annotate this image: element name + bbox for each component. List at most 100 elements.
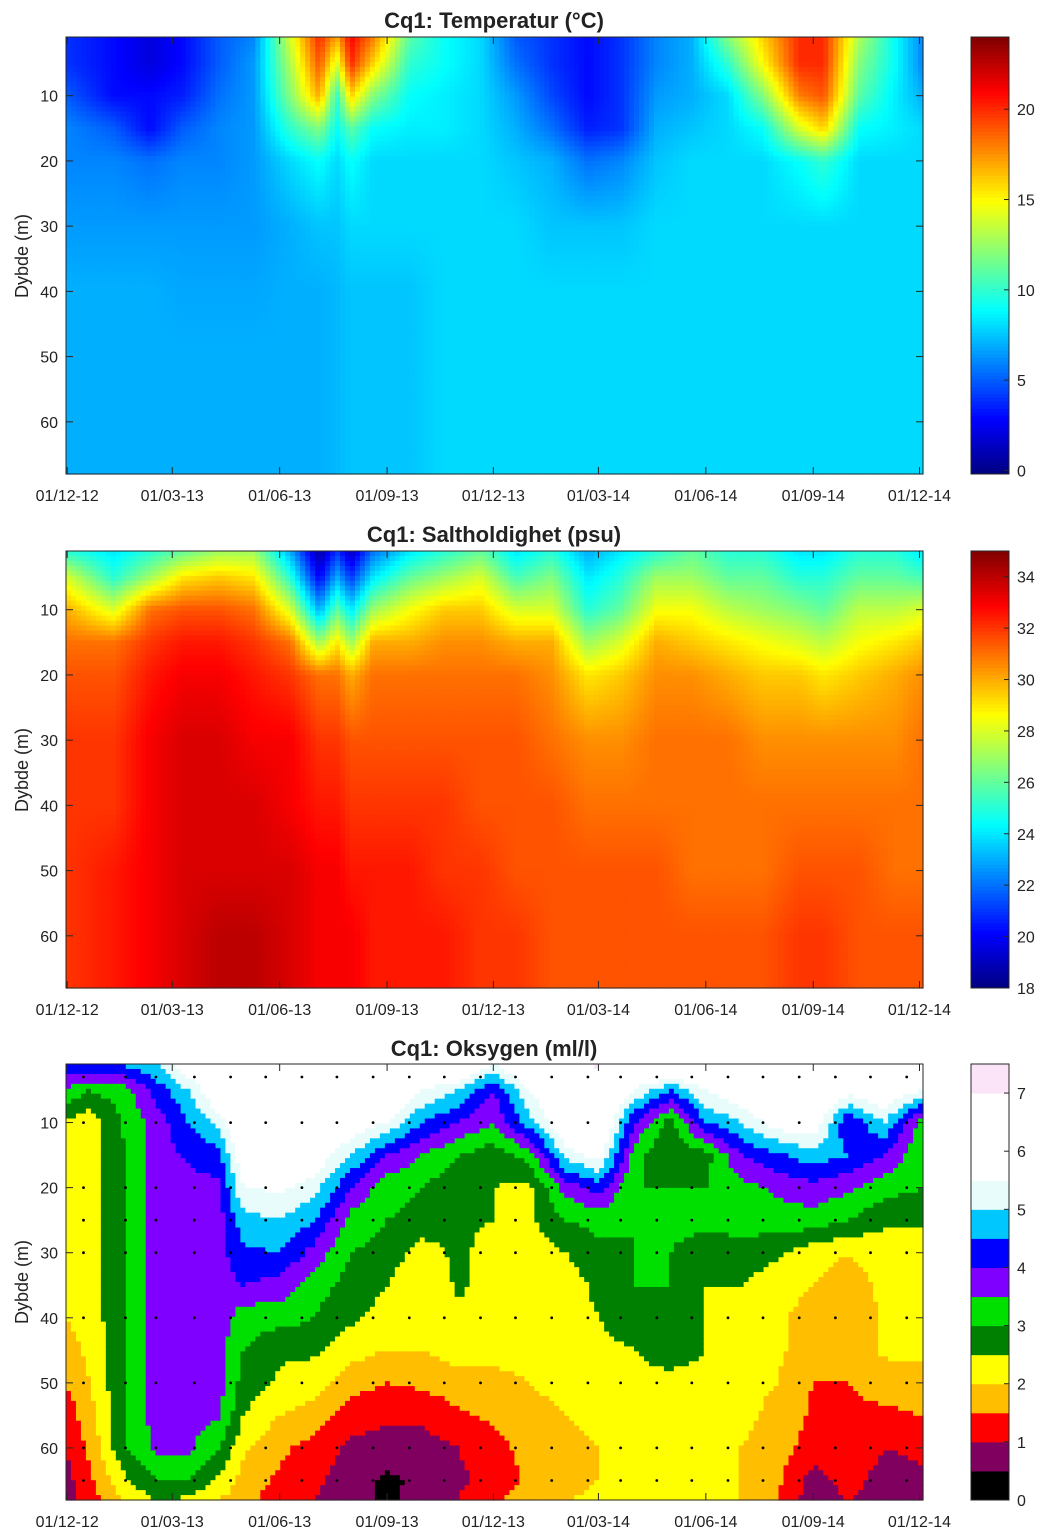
heatmap-cell [156,77,162,83]
heatmap-cell [106,211,112,217]
heatmap-cell [186,464,192,470]
heatmap-cell [106,42,112,48]
heatmap-cell [141,260,147,266]
heatmap-cell [210,47,216,53]
heatmap-cell [171,275,177,281]
heatmap-cell [181,236,187,242]
heatmap-cell [96,419,102,425]
heatmap-cell [136,102,142,108]
heatmap-cell [126,320,132,326]
heatmap-cell [166,241,172,247]
heatmap-cell [171,330,177,336]
heatmap-cell [136,52,142,58]
heatmap-cell [230,340,236,346]
heatmap-cell [215,57,221,63]
heatmap-cell [96,260,102,266]
heatmap-cell [146,256,152,262]
heatmap-cell [161,305,167,311]
heatmap-cell [225,186,231,192]
heatmap-cell [111,191,117,197]
heatmap-cell [141,126,147,132]
heatmap-cell [176,102,182,108]
heatmap-cell [215,434,221,440]
heatmap-cell [81,260,87,266]
heatmap-cell [191,310,197,316]
heatmap-cell [176,320,182,326]
heatmap-cell [81,315,87,321]
heatmap-cell [201,459,207,465]
heatmap-cell [176,67,182,73]
heatmap-cell [225,161,231,167]
heatmap-cell [101,92,107,98]
heatmap-cell [215,161,221,167]
heatmap-cell [71,400,77,406]
heatmap-cell [111,444,117,450]
heatmap-cell [126,305,132,311]
heatmap-cell [81,52,87,58]
heatmap-cell [101,380,107,386]
heatmap-cell [121,375,127,381]
heatmap-cell [161,82,167,88]
heatmap-cell [91,270,97,276]
heatmap-cell [196,419,202,425]
heatmap-cell [196,201,202,207]
heatmap-cell [176,270,182,276]
heatmap-cell [146,454,152,460]
heatmap-cell [201,390,207,396]
heatmap-cell [146,231,152,237]
heatmap-cell [196,404,202,410]
heatmap-cell [171,206,177,212]
heatmap-cell [186,181,192,187]
heatmap-cell [201,181,207,187]
heatmap-cell [225,434,231,440]
heatmap-cell [191,141,197,147]
heatmap-cell [96,231,102,237]
heatmap-cell [191,360,197,366]
heatmap-cell [156,52,162,58]
heatmap-cell [131,370,137,376]
heatmap-cell [215,454,221,460]
heatmap-cell [131,57,137,63]
heatmap-cell [101,355,107,361]
heatmap-cell [156,350,162,356]
heatmap-cell [151,335,157,341]
heatmap-cell [91,77,97,83]
heatmap-cell [156,57,162,63]
heatmap-cell [101,285,107,291]
heatmap-cell [171,37,177,43]
heatmap-cell [141,370,147,376]
heatmap-cell [210,236,216,242]
heatmap-cell [220,444,226,450]
heatmap-cell [126,62,132,68]
heatmap-cell [96,57,102,63]
heatmap-cell [76,320,82,326]
heatmap-cell [146,146,152,152]
heatmap-cell [171,156,177,162]
heatmap-cell [116,449,122,455]
heatmap-cell [210,280,216,286]
heatmap-cell [86,77,92,83]
heatmap-cell [206,325,212,331]
heatmap-cell [71,246,77,252]
heatmap-cell [96,82,102,88]
heatmap-cell [116,315,122,321]
heatmap-cell [161,429,167,435]
heatmap-cell [116,305,122,311]
heatmap-cell [96,146,102,152]
heatmap-cell [86,355,92,361]
heatmap-cell [116,464,122,470]
heatmap-cell [191,429,197,435]
heatmap-cell [176,116,182,122]
heatmap-cell [126,156,132,162]
heatmap-cell [106,375,112,381]
heatmap-cell [230,380,236,386]
heatmap-cell [131,275,137,281]
heatmap-cell [71,300,77,306]
heatmap-cell [171,305,177,311]
heatmap-cell [121,52,127,58]
heatmap-cell [206,201,212,207]
heatmap-cell [116,295,122,301]
heatmap-cell [161,355,167,361]
heatmap-cell [171,166,177,172]
heatmap-cell [106,57,112,63]
